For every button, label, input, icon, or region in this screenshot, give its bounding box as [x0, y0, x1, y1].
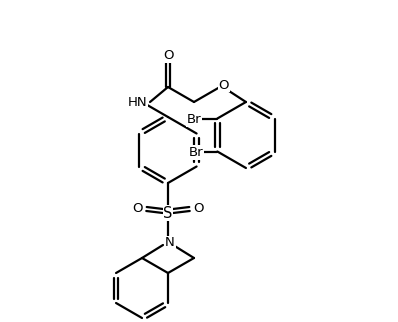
Text: Br: Br [187, 113, 202, 126]
Text: N: N [165, 236, 175, 250]
Text: O: O [193, 202, 204, 214]
Text: Br: Br [189, 146, 203, 159]
Text: S: S [163, 205, 173, 221]
Text: O: O [132, 202, 143, 214]
Text: O: O [219, 79, 229, 91]
Text: HN: HN [128, 96, 148, 109]
Text: O: O [163, 49, 173, 62]
